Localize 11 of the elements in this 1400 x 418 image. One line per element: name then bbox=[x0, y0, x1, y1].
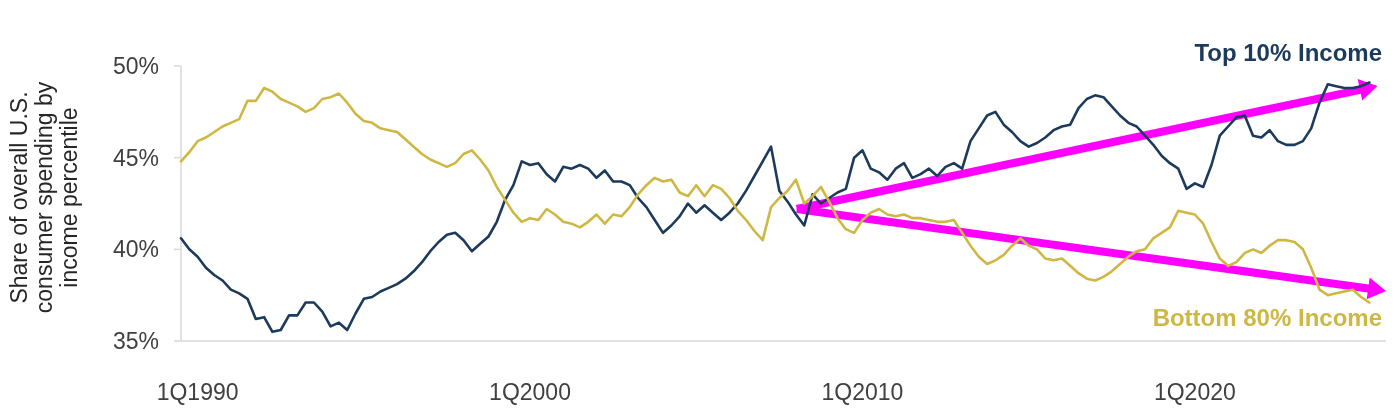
x-tick-label: 1Q1990 bbox=[156, 379, 239, 405]
y-tick-label: 35% bbox=[112, 328, 159, 354]
series-label: Bottom 80% Income bbox=[1152, 303, 1382, 331]
y-tick-label: 40% bbox=[112, 236, 159, 263]
y-tick-label: 45% bbox=[112, 144, 159, 171]
x-tick-label: 1Q2010 bbox=[821, 379, 904, 405]
x-tick-label: 1Q2020 bbox=[1153, 379, 1236, 405]
x-tick-label: 1Q2000 bbox=[489, 379, 571, 405]
y-tick-label: 50% bbox=[112, 53, 159, 79]
y-axis-title: Share of overall U.S. consumer spending by income percentile bbox=[6, 81, 82, 314]
series-label: Top 10% Income bbox=[1194, 38, 1382, 66]
